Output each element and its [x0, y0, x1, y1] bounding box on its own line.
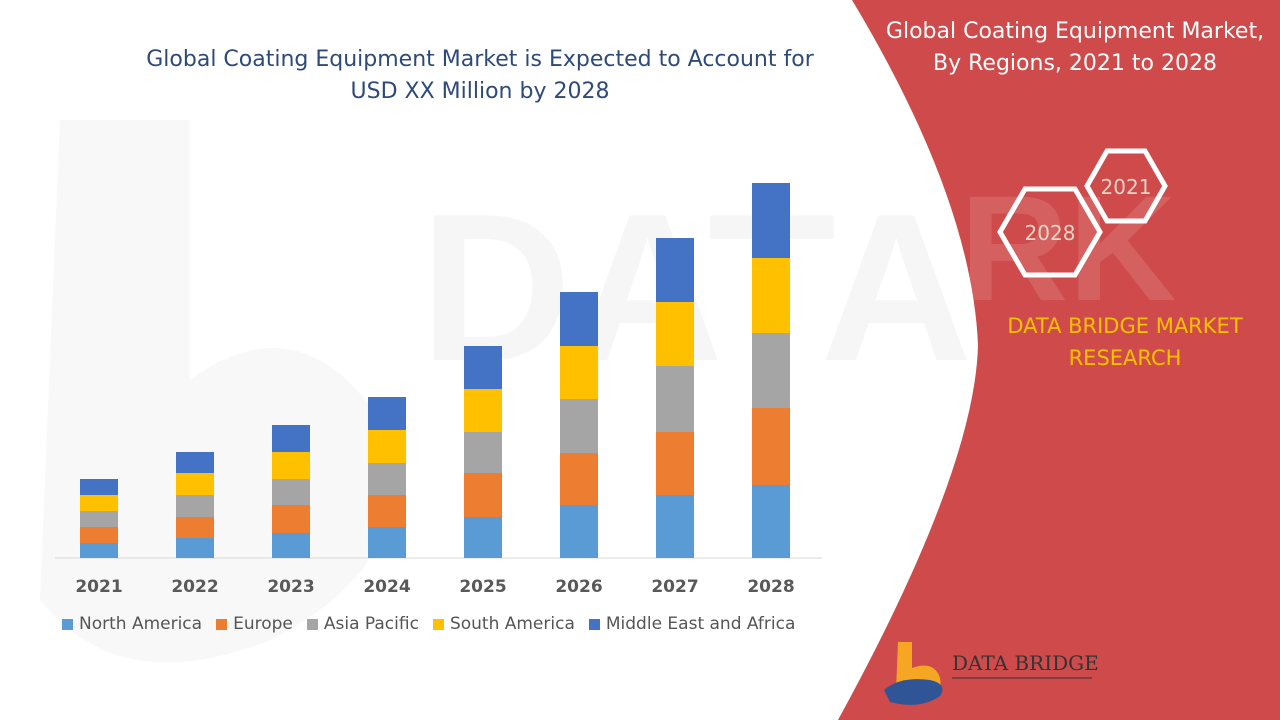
brand-line-2: RESEARCH: [1068, 346, 1182, 370]
bar-2026-europe: [560, 453, 598, 505]
bar-2025-asia-pacific: [464, 432, 502, 473]
bar-2022-europe: [176, 517, 214, 538]
x-tick-label: 2025: [459, 577, 506, 597]
bar-2025-north-america: [464, 517, 502, 558]
legend-item-south-america: South America: [432, 614, 575, 634]
bar-2028-middle-east-and-africa: [752, 183, 790, 258]
bar-2023-asia-pacific: [272, 479, 310, 505]
bar-2027-middle-east-and-africa: [656, 238, 694, 302]
hexagon-2021-label: 2021: [1101, 175, 1152, 199]
legend-item-europe: Europe: [216, 614, 293, 634]
data-bridge-logo: DATA BRIDGE: [884, 642, 1099, 705]
bar-2021-south-america: [80, 495, 118, 511]
bar-2026-asia-pacific: [560, 399, 598, 453]
bar-2025-middle-east-and-africa: [464, 346, 502, 389]
panel-watermark: RK: [960, 164, 1177, 332]
bar-2021-middle-east-and-africa: [80, 479, 118, 495]
right-panel-background: [838, 0, 1280, 720]
legend-label: Middle East and Africa: [605, 614, 796, 634]
bar-2024-middle-east-and-africa: [368, 397, 406, 430]
legend-swatch: [306, 618, 318, 630]
bar-2023-south-america: [272, 452, 310, 479]
bar-2028-north-america: [752, 485, 790, 558]
bar-2021-europe: [80, 527, 118, 543]
legend: North America Europe Asia Pacific South …: [62, 614, 795, 634]
legend-item-middle-east-and-africa: Middle East and Africa: [588, 614, 796, 634]
bar-stacks: [80, 183, 790, 558]
bar-2024-north-america: [368, 527, 406, 558]
bar-2022-south-america: [176, 473, 214, 495]
x-tick-label: 2027: [651, 577, 698, 597]
svg-text:RK: RK: [960, 164, 1177, 332]
x-tick-label: 2024: [363, 577, 410, 597]
logo-text: DATA BRIDGE: [952, 651, 1099, 675]
bar-2023-north-america: [272, 533, 310, 558]
bar-2021-asia-pacific: [80, 511, 118, 527]
bar-2026-south-america: [560, 346, 598, 399]
bar-2027-asia-pacific: [656, 366, 694, 432]
bar-2022-asia-pacific: [176, 495, 214, 517]
x-tick-label: 2028: [747, 577, 794, 597]
bar-2028-south-america: [752, 258, 790, 333]
x-tick-label: 2022: [171, 577, 218, 597]
legend-label: North America: [79, 614, 203, 634]
legend-label: Europe: [233, 614, 293, 634]
bar-2026-north-america: [560, 505, 598, 558]
legend-swatch: [588, 618, 600, 630]
bar-2024-south-america: [368, 430, 406, 463]
legend-label: Asia Pacific: [323, 614, 419, 634]
bar-2028-asia-pacific: [752, 333, 790, 408]
hexagon-2028-label: 2028: [1025, 221, 1076, 245]
legend-swatch: [62, 618, 73, 630]
legend-item-north-america: North America: [62, 614, 202, 634]
bar-2023-europe: [272, 505, 310, 533]
hexagon-2021: [1084, 148, 1168, 224]
brand-name: DATA BRIDGE MARKET RESEARCH: [975, 310, 1275, 374]
bar-2023-middle-east-and-africa: [272, 425, 310, 452]
legend-item-asia-pacific: Asia Pacific: [306, 614, 419, 634]
legend-label: South America: [449, 614, 575, 634]
x-tick-label: 2023: [267, 577, 314, 597]
bar-2027-north-america: [656, 495, 694, 558]
bar-2027-europe: [656, 432, 694, 495]
x-tick-labels: 2021 2022 2023 2024 2025 2026 2027 2028: [75, 577, 794, 597]
bar-2024-asia-pacific: [368, 463, 406, 495]
bar-2022-middle-east-and-africa: [176, 452, 214, 473]
legend-swatch: [216, 618, 228, 630]
bar-2026-middle-east-and-africa: [560, 292, 598, 346]
bar-2021-north-america: [80, 543, 118, 558]
panel-title: Global Coating Equipment Market, By Regi…: [885, 19, 1265, 76]
chart-title: Global Coating Equipment Market is Expec…: [146, 47, 814, 104]
bar-2028-europe: [752, 408, 790, 485]
bar-2027-south-america: [656, 302, 694, 366]
bar-2022-north-america: [176, 538, 214, 558]
bar-2025-europe: [464, 473, 502, 517]
hexagon-2028: [997, 186, 1103, 278]
bar-2024-europe: [368, 495, 406, 527]
x-tick-label: 2026: [555, 577, 602, 597]
legend-swatch: [432, 618, 444, 630]
bar-2025-south-america: [464, 389, 502, 432]
brand-line-1: DATA BRIDGE MARKET: [1007, 314, 1243, 338]
x-tick-label: 2021: [75, 577, 122, 597]
